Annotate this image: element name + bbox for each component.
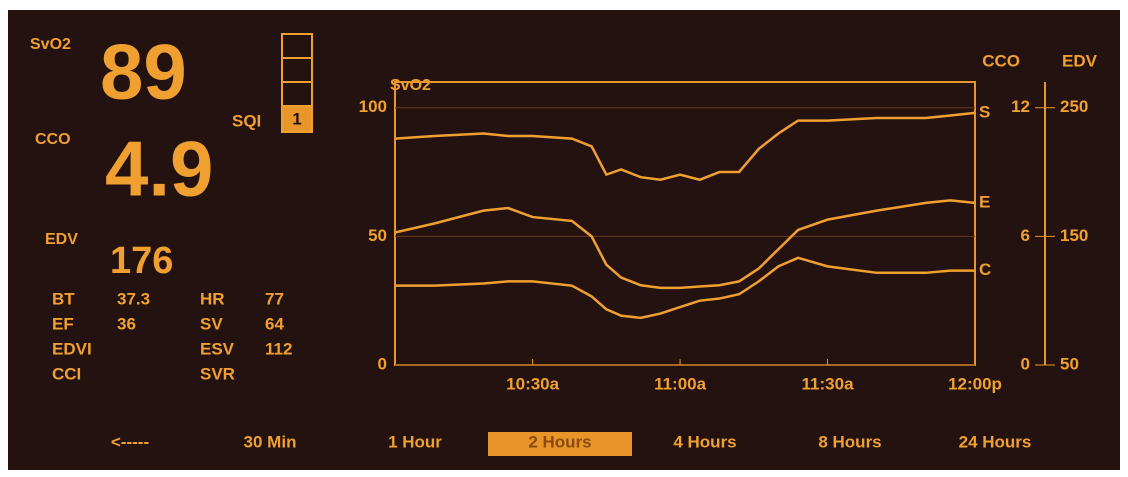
param-value: 112 (265, 339, 292, 358)
y2-tick-label: 50 (1060, 354, 1079, 373)
y2-tick-label: 250 (1060, 97, 1088, 116)
series-line (395, 256, 975, 320)
time-scale-option[interactable]: 24 Hours (959, 432, 1032, 451)
x-tick-label: 12:00p (948, 374, 1002, 393)
sqi-indicator (281, 33, 313, 133)
y-tick-label: 50 (368, 226, 387, 245)
param-label: SVR (200, 364, 235, 383)
selected-highlight (488, 432, 632, 456)
param-label: ESV (200, 339, 235, 358)
param-label: HR (200, 289, 225, 308)
series-label: E (979, 192, 990, 211)
svo2-value: 89 (100, 28, 187, 116)
edv-label: EDV (45, 231, 78, 248)
sqi-value: 1 (292, 109, 301, 128)
y-tick-label: 100 (359, 97, 387, 116)
param-value: 64 (265, 314, 284, 333)
time-scale-option[interactable]: 30 Min (244, 432, 297, 451)
y3-tick-label: 0 (1021, 354, 1030, 373)
x-tick-label: 11:30a (802, 374, 855, 393)
series-label: C (979, 260, 991, 279)
time-scale-option[interactable]: 1 Hour (388, 432, 442, 451)
time-scale-option[interactable]: 4 Hours (673, 432, 736, 451)
param-value: 36 (117, 314, 136, 333)
series-line (394, 111, 976, 182)
param-label: EDVI (52, 339, 92, 358)
time-scale-option[interactable]: 2 Hours (528, 432, 591, 451)
param-label: BT (52, 289, 75, 308)
y3-tick-label: 6 (1021, 226, 1030, 245)
cco-label: CCO (35, 131, 71, 148)
chart-title: SvO2 (390, 77, 431, 94)
sqi-label: SQI (232, 111, 261, 130)
series-line (394, 199, 976, 290)
cco-value: 4.9 (105, 125, 213, 213)
param-label: SV (200, 314, 223, 333)
y3-axis-label: CCO (982, 51, 1020, 70)
sqi-cell (281, 105, 313, 133)
screen-bg (8, 10, 1120, 470)
y-tick-label: 0 (378, 354, 387, 373)
series-label: S (979, 102, 990, 121)
back-button[interactable]: <----- (111, 432, 149, 451)
param-value: 77 (265, 289, 284, 308)
x-tick-label: 11:00a (654, 374, 707, 393)
param-label: EF (52, 314, 74, 333)
y2-axis-label: EDV (1062, 51, 1098, 70)
time-scale-option[interactable]: 8 Hours (818, 432, 881, 451)
x-tick-label: 10:30a (506, 374, 559, 393)
y3-tick-label: 12 (1011, 97, 1030, 116)
y2-tick-label: 150 (1060, 226, 1088, 245)
param-label: CCI (52, 364, 81, 383)
edv-value: 176 (110, 240, 173, 282)
param-value: 37.3 (117, 289, 150, 308)
svo2-label: SvO2 (30, 36, 71, 53)
